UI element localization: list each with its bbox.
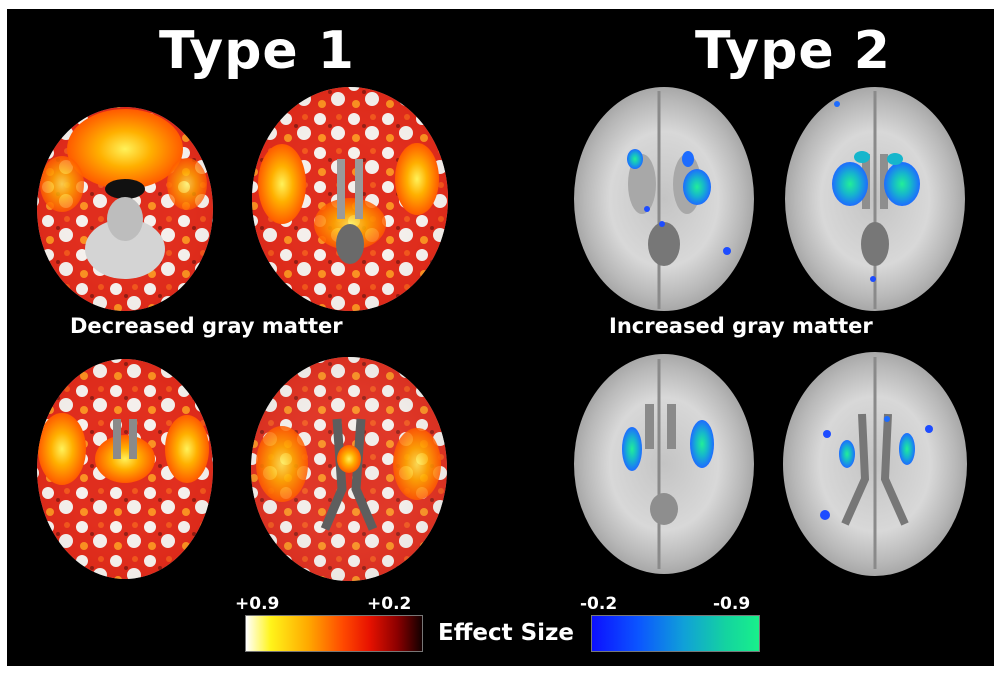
cool-colorbar [591,615,760,652]
brain-slice-t2-3 [574,354,754,574]
warm-colorbar [245,615,423,652]
warm-scale-max-label: +0.2 [367,594,412,614]
figure-panel: Type 1 Type 2 Decreased gray matter Incr… [7,9,994,666]
type-1-title: Type 1 [159,21,355,81]
type-1-subtitle: Decreased gray matter [70,314,343,338]
brain-slice-t1-2 [252,87,448,311]
type-2-title: Type 2 [695,21,891,81]
type-2-subtitle: Increased gray matter [609,314,873,338]
brain-slice-t2-4 [783,352,967,576]
brain-slice-t1-1 [37,107,213,311]
cool-scale-max-label: -0.9 [713,594,751,614]
brain-slice-t1-4 [251,357,447,581]
brain-slices [37,87,967,581]
cool-scale-min-label: -0.2 [580,594,618,614]
brain-slice-t2-1 [574,87,754,311]
brain-slice-t2-2 [785,87,965,311]
effect-size-label: Effect Size [438,620,575,646]
brain-slice-t1-3 [37,359,213,579]
warm-scale-min-label: +0.9 [235,594,280,614]
